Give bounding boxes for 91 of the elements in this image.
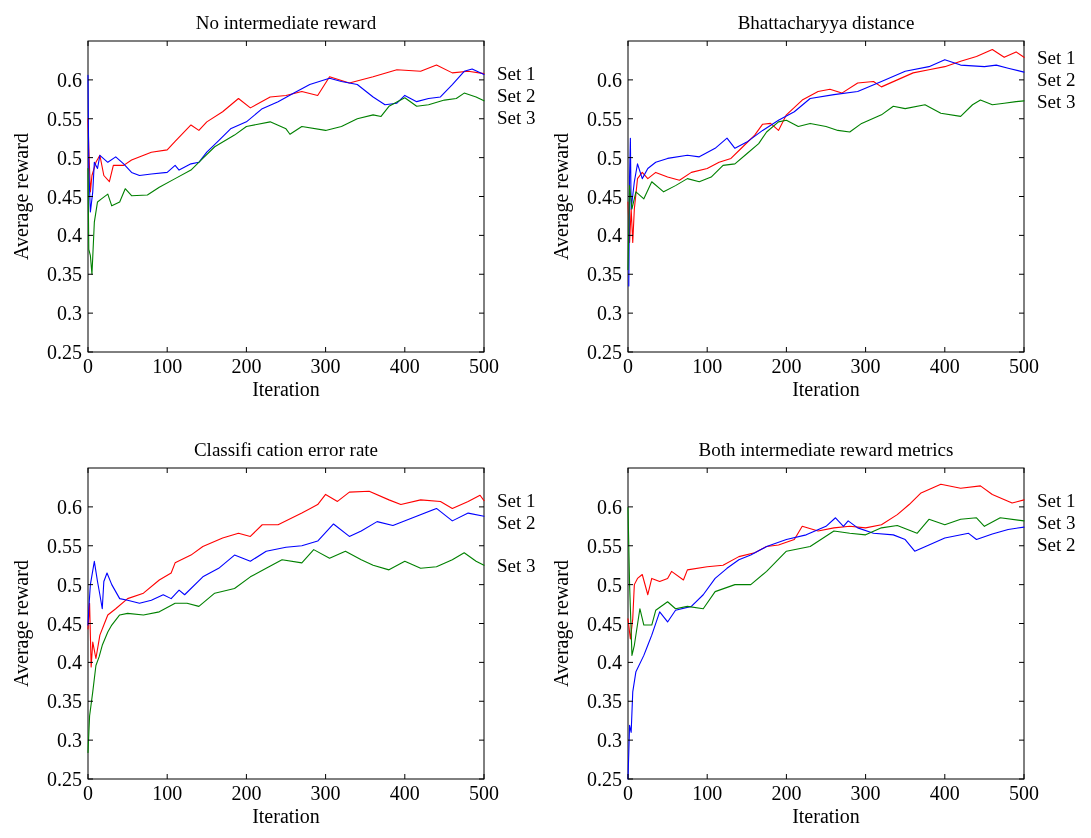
y-tick-label: 0.35 [587,263,622,286]
y-tick-label: 0.45 [587,185,622,208]
x-axis-title: Iteration [252,378,320,400]
y-tick-label: 0.6 [597,68,622,91]
y-tick-label: 0.4 [597,224,622,247]
line-series [627,483,1025,640]
line-series [627,49,1025,243]
x-tick-label: 0 [83,782,93,804]
line-series [87,68,485,213]
series-label: Set 2 [1037,533,1076,555]
x-tick-label: 300 [850,782,881,804]
x-tick-label: 400 [389,782,420,804]
chart-title: Both intermediate reward metrics [698,439,954,460]
series-label: Set 3 [1037,511,1076,533]
x-tick-label: 0 [623,782,633,804]
x-tick-label: 500 [1009,782,1039,804]
x-tick-label: 200 [231,782,262,804]
x-tick-label: 0 [83,355,93,377]
y-tick-label: 0.25 [47,341,82,363]
x-tick-label: 500 [1009,355,1039,377]
x-axis-title: Iteration [792,805,860,827]
line-series [87,507,485,626]
line-series [627,99,1025,271]
x-tick-label: 400 [389,355,420,377]
x-tick-label: 300 [310,782,341,804]
y-axis-title: Average reward [550,133,573,260]
y-tick-label: 0.45 [47,185,82,208]
x-tick-label: 100 [692,355,723,377]
series-label: Set 2 [497,85,536,107]
chart-title: Classifi cation error rate [193,439,379,460]
y-tick-label: 0.3 [57,729,82,752]
y-tick-label: 0.4 [597,651,622,674]
y-tick-label: 0.25 [587,341,622,363]
y-axis-title: Average reward [10,133,33,260]
series-label: Set 2 [1037,68,1076,90]
series-label: Set 1 [1037,489,1076,511]
y-tick-label: 0.35 [47,263,82,286]
line-series [87,549,485,754]
y-tick-label: 0.25 [587,768,622,790]
y-tick-label: 0.55 [47,107,82,130]
line-series [87,490,485,668]
x-tick-label: 100 [152,355,183,377]
x-tick-label: 200 [771,782,802,804]
y-tick-label: 0.6 [57,495,82,518]
x-tick-label: 500 [469,782,499,804]
x-tick-label: 200 [771,355,802,377]
y-tick-label: 0.45 [587,612,622,635]
x-tick-label: 300 [310,355,341,377]
line-series [627,507,1025,656]
y-tick-label: 0.25 [47,768,82,790]
y-tick-label: 0.45 [47,612,82,635]
y-axis-title: Average reward [10,560,33,687]
line-series [87,92,485,275]
series-label: Set 3 [1037,90,1076,112]
y-tick-label: 0.3 [597,302,622,325]
x-tick-label: 0 [623,355,633,377]
y-tick-label: 0.55 [587,534,622,557]
y-tick-label: 0.5 [597,146,622,169]
y-tick-label: 0.5 [57,146,82,169]
x-tick-label: 400 [929,782,960,804]
y-tick-label: 0.6 [597,495,622,518]
y-tick-label: 0.35 [47,690,82,713]
series-label: Set 3 [497,554,536,576]
line-series [628,59,1025,287]
series-label: Set 1 [497,490,536,512]
series-label: Set 3 [497,107,536,129]
y-tick-label: 0.5 [597,573,622,596]
y-tick-label: 0.6 [57,68,82,91]
x-tick-label: 400 [929,355,960,377]
y-tick-label: 0.4 [57,224,82,247]
y-tick-label: 0.5 [57,573,82,596]
y-tick-label: 0.55 [47,534,82,557]
y-tick-label: 0.3 [57,302,82,325]
chart-title: No intermediate reward [195,12,377,33]
x-axis-title: Iteration [252,805,320,827]
series-label: Set 2 [497,512,536,534]
y-axis-title: Average reward [550,560,573,687]
x-tick-label: 300 [850,355,881,377]
x-tick-label: 500 [469,355,499,377]
x-axis-title: Iteration [792,378,860,400]
y-tick-label: 0.4 [57,651,82,674]
series-label: Set 1 [1037,46,1076,68]
y-tick-label: 0.55 [587,107,622,130]
chart-title: Bhattacharyya distance [737,12,915,33]
line-series [87,64,485,193]
y-tick-label: 0.3 [597,729,622,752]
x-tick-label: 200 [231,355,262,377]
x-tick-label: 100 [692,782,723,804]
x-tick-label: 100 [152,782,183,804]
series-label: Set 1 [497,63,536,85]
y-tick-label: 0.35 [587,690,622,713]
